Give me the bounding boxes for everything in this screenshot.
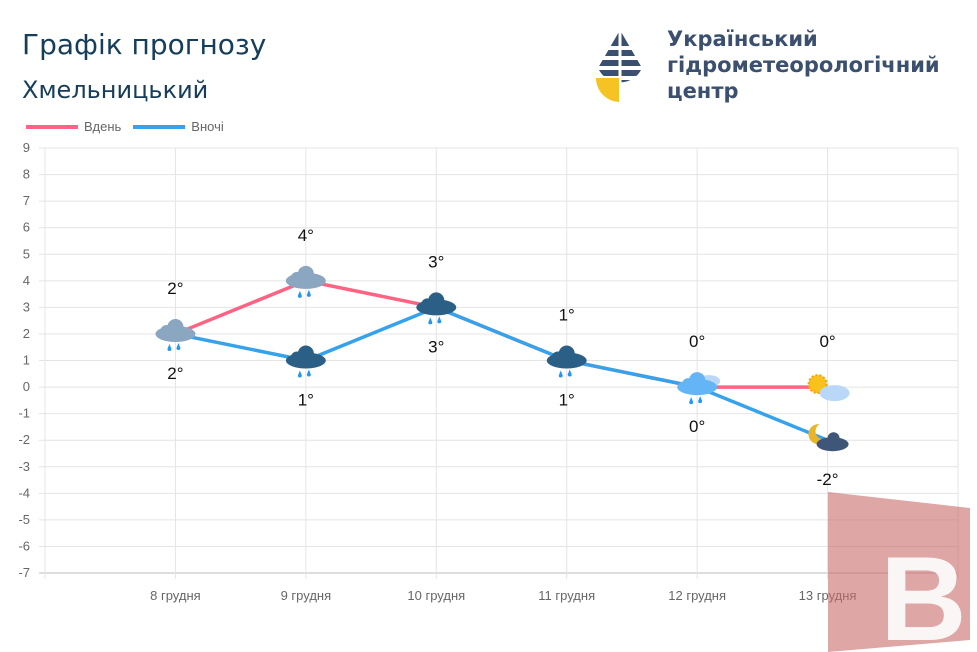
y-tick-label: 9 <box>23 140 30 155</box>
y-tick-label: -4 <box>18 485 30 500</box>
ugmc-logo-icon <box>590 28 650 106</box>
org-line: центр <box>667 79 739 103</box>
day-temp-label: 4° <box>298 226 314 245</box>
cloud-sleet-icon <box>677 372 721 405</box>
y-tick-label: 4 <box>23 273 30 288</box>
night-temp-label: -2° <box>817 470 839 489</box>
night-line <box>175 305 829 442</box>
night-temp-label: 1° <box>298 391 314 410</box>
city-name: Хмельницький <box>22 76 209 104</box>
org-line: Український <box>667 27 818 51</box>
day-temp-label: 3° <box>428 252 444 271</box>
watermark-letter: B <box>880 532 967 652</box>
day-temp-label: 2° <box>167 279 183 298</box>
night-temp-label: 3° <box>428 337 444 356</box>
sun-cloud-icon <box>807 374 850 402</box>
cloud-rain-icon <box>285 265 326 298</box>
x-tick-label: 10 грудня <box>407 588 465 603</box>
cloud-rain-icon <box>155 318 196 351</box>
night-temp-label: 2° <box>167 364 183 383</box>
cloud-rain-snow-icon <box>285 345 326 378</box>
org-name: Український гідрометеорологічний центр <box>667 26 940 104</box>
y-tick-label: 1 <box>23 353 30 368</box>
legend-night-label[interactable]: Вночі <box>191 119 224 134</box>
legend: Вдень Вночі <box>26 119 224 134</box>
x-tick-label: 12 грудня <box>668 588 726 603</box>
legend-day-label[interactable]: Вдень <box>84 119 122 134</box>
y-tick-label: 6 <box>23 220 30 235</box>
legend-night-swatch <box>133 124 186 129</box>
y-tick-label: -1 <box>18 406 30 421</box>
day-temp-label: 0° <box>819 332 835 351</box>
y-tick-label: -3 <box>18 459 30 474</box>
cloud-rain-snow-icon <box>416 292 457 325</box>
night-temp-label: 0° <box>689 417 705 436</box>
y-tick-label: 8 <box>23 167 30 182</box>
x-tick-label: 8 грудня <box>150 588 201 603</box>
page-title: Графік прогнозу <box>22 28 267 61</box>
cloud-snow-icon <box>546 345 587 378</box>
day-temp-label: 0° <box>689 332 705 351</box>
y-tick-label: -5 <box>18 512 30 527</box>
y-tick-label: -2 <box>18 432 30 447</box>
y-tick-label: 5 <box>23 246 30 261</box>
org-line: гідрометеорологічний <box>667 53 940 77</box>
y-tick-label: 7 <box>23 193 30 208</box>
day-temp-label: 1° <box>559 306 575 325</box>
y-tick-label: -6 <box>18 538 30 553</box>
night-temp-label: 1° <box>559 391 575 410</box>
y-tick-label: 3 <box>23 299 30 314</box>
y-tick-label: 2 <box>23 326 30 341</box>
x-tick-label: 9 грудня <box>281 588 332 603</box>
x-tick-label: 11 грудня <box>538 588 595 603</box>
moon-cloud-icon <box>808 424 849 452</box>
legend-day-swatch <box>26 124 78 129</box>
y-tick-label: 0 <box>23 379 30 394</box>
y-tick-label: -7 <box>18 565 30 580</box>
watermark-logo <box>828 492 970 652</box>
